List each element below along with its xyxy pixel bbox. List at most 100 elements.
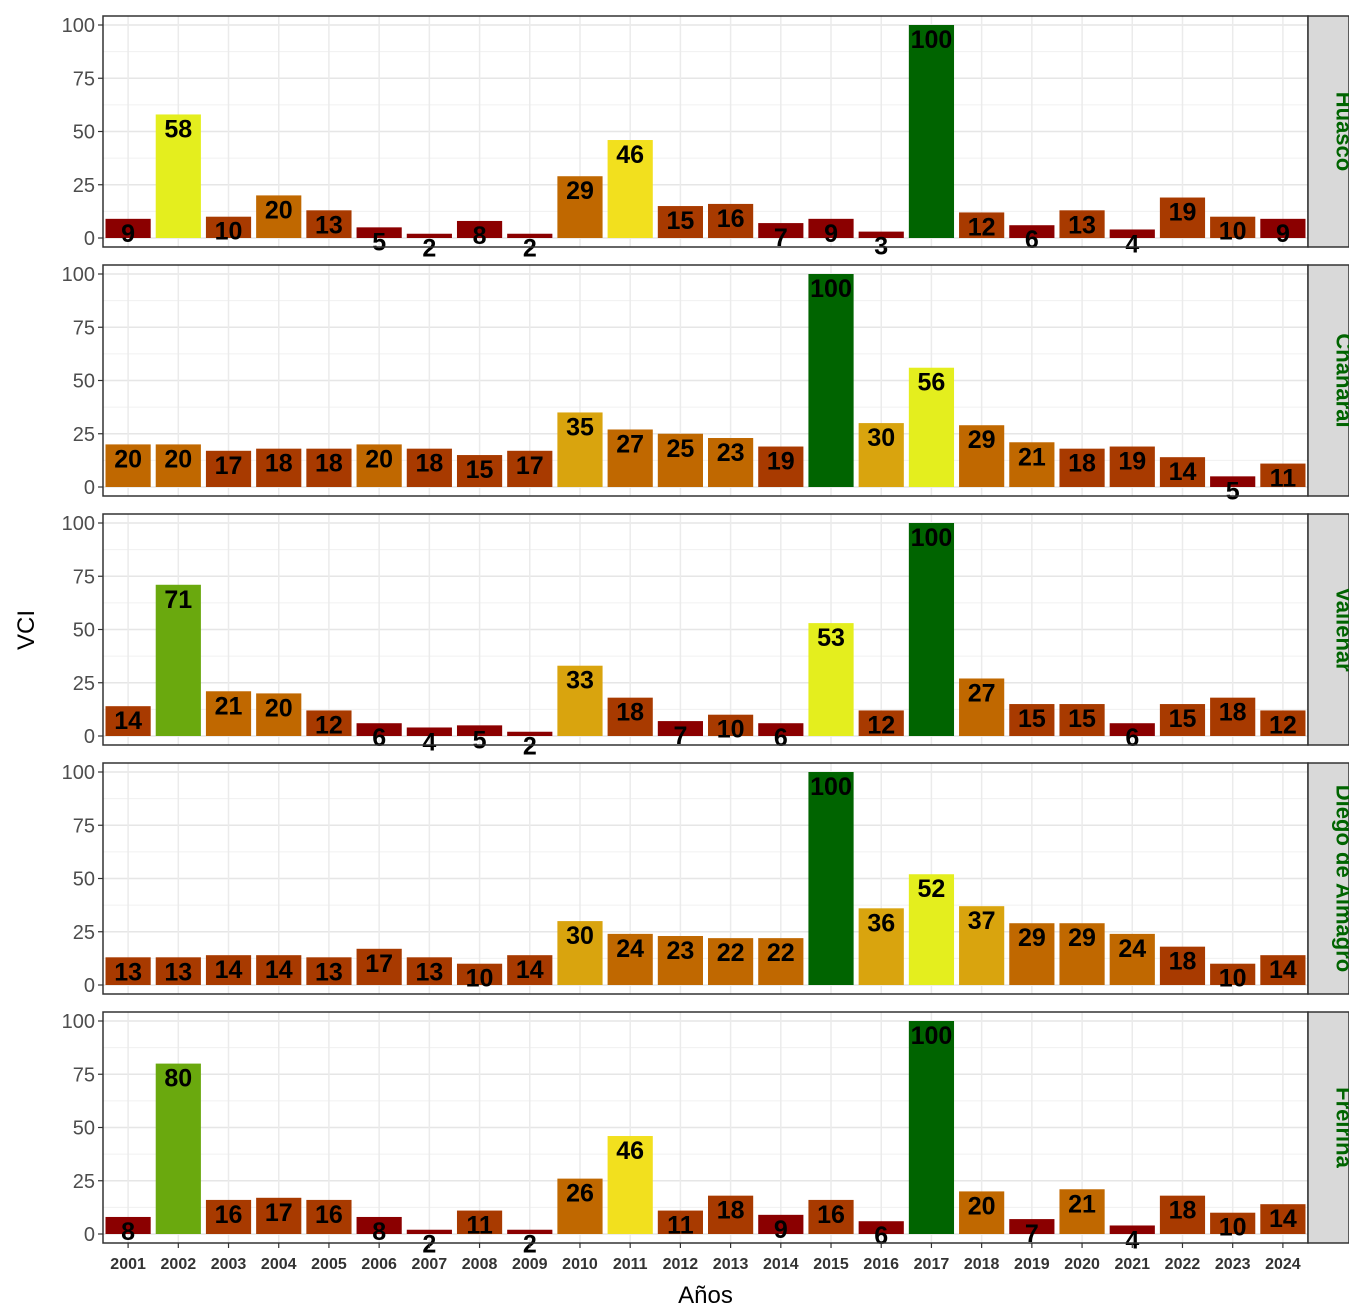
bar-value-label: 20 xyxy=(365,445,393,473)
x-tick-label: 2003 xyxy=(211,1256,247,1273)
bar-value-label: 14 xyxy=(114,707,142,735)
bar xyxy=(657,936,703,985)
bar-value-label: 18 xyxy=(315,450,343,478)
bar xyxy=(1159,946,1206,985)
bar-value-label: 24 xyxy=(616,935,644,963)
bar xyxy=(557,176,603,238)
bar-value-label: 14 xyxy=(1269,956,1297,984)
bar-value-label: 8 xyxy=(473,222,487,250)
bar xyxy=(1260,955,1306,985)
x-tick-label: 2013 xyxy=(713,1256,749,1273)
bar-value-label: 53 xyxy=(817,624,845,652)
bar xyxy=(607,697,653,736)
bar-value-label: 16 xyxy=(717,205,745,233)
bar xyxy=(256,448,302,487)
bar-value-label: 13 xyxy=(164,958,192,986)
bar-value-label: 12 xyxy=(968,213,996,241)
bar xyxy=(356,723,402,736)
bar xyxy=(607,1136,653,1234)
x-tick-label: 2014 xyxy=(763,1256,799,1273)
bar-value-label: 23 xyxy=(717,439,745,467)
bar xyxy=(205,450,252,487)
bar xyxy=(557,412,603,487)
bar-value-label: 5 xyxy=(372,228,386,256)
bar xyxy=(1109,933,1155,985)
bar xyxy=(607,429,653,487)
bar xyxy=(1260,463,1306,487)
bar xyxy=(1210,1212,1256,1234)
bar-value-label: 17 xyxy=(215,452,243,480)
bar xyxy=(105,706,151,736)
bar-value-label: 10 xyxy=(1219,1214,1247,1242)
bar xyxy=(1210,963,1256,985)
x-tick-label: 2022 xyxy=(1165,1256,1201,1273)
y-tick-label: 0 xyxy=(84,975,95,997)
bar xyxy=(105,218,151,238)
bar xyxy=(1109,723,1155,736)
bar-value-label: 80 xyxy=(164,1065,192,1093)
bar-value-label: 10 xyxy=(717,716,745,744)
bar xyxy=(1260,1204,1306,1234)
x-tick-label: 2004 xyxy=(261,1256,297,1273)
bar-value-label: 16 xyxy=(215,1201,243,1229)
bar xyxy=(205,955,252,985)
y-tick-label: 75 xyxy=(73,317,95,339)
bar xyxy=(356,227,402,238)
bar xyxy=(406,233,452,238)
bar-value-label: 7 xyxy=(673,722,687,750)
bar xyxy=(1159,704,1206,736)
y-axis-title: VCI xyxy=(13,610,40,650)
bar-value-label: 10 xyxy=(1219,965,1247,993)
bar-value-label: 2 xyxy=(422,235,436,263)
bar-value-label: 4 xyxy=(1125,1226,1139,1254)
bar-value-label: 22 xyxy=(767,939,795,967)
bar-value-label: 20 xyxy=(265,196,293,224)
x-tick-label: 2024 xyxy=(1265,1256,1301,1273)
bar xyxy=(256,693,302,736)
y-tick-label: 25 xyxy=(73,175,95,197)
bar xyxy=(959,906,1005,985)
bar-value-label: 10 xyxy=(466,965,494,993)
bar-value-label: 8 xyxy=(121,1218,135,1246)
bar xyxy=(205,216,252,238)
strip-label: Huasco xyxy=(1332,92,1349,171)
y-tick-label: 100 xyxy=(62,513,95,535)
y-tick-label: 0 xyxy=(84,726,95,748)
x-axis: 2001 2002 2003 2004 2005 2006 2007 2008 2009 2010… xyxy=(110,1243,1301,1273)
bar xyxy=(808,772,854,985)
x-tick-label: 2018 xyxy=(964,1256,1000,1273)
bar xyxy=(808,274,854,487)
bar xyxy=(105,957,151,985)
bar xyxy=(959,425,1005,487)
bar xyxy=(1059,448,1105,487)
x-tick-label: 2020 xyxy=(1064,1256,1100,1273)
bar xyxy=(507,731,553,736)
bar xyxy=(858,1221,904,1234)
bar xyxy=(708,438,754,487)
bar xyxy=(708,1195,754,1234)
bar-value-label: 36 xyxy=(867,909,895,937)
bar xyxy=(105,1216,151,1234)
bar-value-label: 14 xyxy=(1169,458,1197,486)
bar-value-label: 20 xyxy=(968,1192,996,1220)
bar xyxy=(959,1191,1005,1234)
bar-value-label: 100 xyxy=(911,524,953,552)
bar-value-label: 24 xyxy=(1118,935,1146,963)
bar xyxy=(1210,216,1256,238)
bar-value-label: 12 xyxy=(1269,711,1297,739)
bar-value-label: 16 xyxy=(315,1201,343,1229)
bar xyxy=(356,948,402,985)
bar-value-label: 4 xyxy=(422,728,436,756)
bar-value-label: 100 xyxy=(911,1022,953,1050)
bar-value-label: 7 xyxy=(1025,1220,1039,1248)
bar-value-label: 27 xyxy=(616,430,644,458)
strip-label: Chañaral xyxy=(1332,333,1349,427)
bar xyxy=(607,933,653,985)
strip-background xyxy=(1307,513,1349,746)
bar-value-label: 9 xyxy=(1276,220,1290,248)
bar xyxy=(507,955,553,985)
bar-value-label: 18 xyxy=(1169,948,1197,976)
y-tick-label: 25 xyxy=(73,1171,95,1193)
bar-value-label: 11 xyxy=(1270,465,1297,493)
bar xyxy=(155,114,201,238)
